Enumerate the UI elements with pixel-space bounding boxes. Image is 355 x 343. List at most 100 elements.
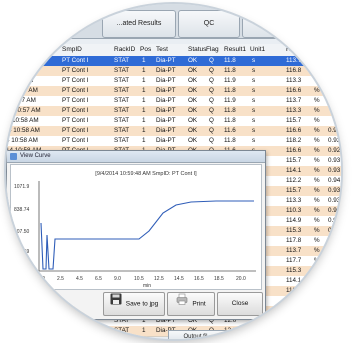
cell-test: Dia-PT [156, 127, 176, 134]
save-to-jpg-button[interactable]: Save to jpg [103, 292, 165, 316]
tab-calculated-results[interactable]: ...ated Results [102, 10, 176, 38]
tab-qc[interactable]: QC [178, 10, 240, 38]
cell-pos: 1 [142, 117, 146, 124]
cell-result: 114.9 [286, 307, 302, 314]
cell-smpid: PT Cont I [62, 57, 89, 64]
cell-extra: 0.94 [328, 177, 341, 184]
cell-unit1: s [252, 107, 256, 114]
cell-flag: Q [209, 97, 214, 104]
cell-smpid: PT Cont I [62, 117, 89, 124]
cell-unit1: s [252, 67, 256, 74]
cell-result: 117.7 [286, 257, 302, 264]
cell-unit1: s [252, 117, 256, 124]
cell-result1: 12.0 [224, 327, 237, 334]
col-result1[interactable]: Result1 [224, 46, 247, 53]
cell-result: 114.9 [286, 217, 302, 224]
cell-extra: 0.92 [328, 237, 341, 244]
cell-pos: 1 [142, 97, 146, 104]
cell-flag: Q [209, 87, 214, 94]
cell-time: 57 AM [20, 87, 38, 94]
x-tick: 12.5 [154, 276, 164, 282]
cell-unit1: s [252, 87, 256, 94]
cell-unit: % [314, 217, 320, 224]
y-tick: 144.20 [14, 267, 30, 273]
cell-result: 113.7 [286, 97, 302, 104]
cell-time: 57 AM [18, 97, 36, 104]
cell-result: 114.1 [286, 167, 302, 174]
window-icon [10, 153, 17, 160]
col-unit1[interactable]: Unit1 [250, 46, 266, 53]
cell-unit: % [314, 97, 320, 104]
cell-rack: STAT [114, 317, 130, 324]
close-label: Close [231, 300, 249, 307]
x-tick: 0.0 [38, 276, 45, 282]
cell-unit: % [314, 247, 320, 254]
cell-result: 115.3 [286, 267, 302, 274]
cell-unit: % [314, 227, 320, 234]
x-tick: 10.5 [134, 276, 144, 282]
cell-flag: Q [209, 57, 214, 64]
close-button[interactable]: Close [217, 292, 263, 316]
print-button[interactable]: Print [167, 292, 215, 316]
cell-pos: 1 [142, 67, 146, 74]
cell-status: OK [188, 127, 198, 134]
cell-result: 112.2 [286, 177, 302, 184]
col-result[interactable]: Result [286, 46, 305, 53]
cell-rack: STAT [114, 127, 130, 134]
col-smpid[interactable]: SmpID [62, 46, 82, 53]
cell-smpid: PT Cont I [62, 67, 89, 74]
table-row[interactable]: 57 AM PT Cont I STAT 1 Dia-PT OK Q 11.9 … [6, 96, 341, 107]
cell-extra: 0.93 [328, 217, 341, 224]
curve-plot: [9/4/2014 10:59:48 AM SmpID: PT Cont I] … [10, 164, 262, 290]
cell-extra: 0.93 [328, 197, 341, 204]
cell-rack: STAT [114, 77, 130, 84]
cell-unit: % [314, 317, 320, 324]
cell-result: 114.1 [286, 277, 302, 284]
cell-rack: STAT [114, 97, 130, 104]
cell-unit: % [314, 287, 320, 294]
cell-unit: % [314, 57, 320, 64]
cell-unit: % [314, 167, 320, 174]
cell-pos: 1 [142, 137, 146, 144]
cell-rack: STAT [114, 67, 130, 74]
cell-time: AM [28, 67, 38, 74]
cell-unit1: s [252, 77, 256, 84]
col-flag[interactable]: Flag [206, 46, 219, 53]
y-tick: 607.50 [14, 229, 30, 235]
cell-unit1: s [252, 127, 256, 134]
x-tick: 2.5 [57, 276, 64, 282]
cell-extra: 0.93 [328, 187, 341, 194]
col-rackid[interactable]: RackID [114, 46, 136, 53]
y-tick: 838.74 [14, 207, 30, 213]
cell-result: 112.9 [286, 317, 302, 324]
cell-time: 4 10:58 AM [6, 137, 38, 144]
cell-result1: 11.8 [224, 57, 236, 64]
cell-extra: 0.93 [328, 137, 341, 144]
print-label: Print [192, 300, 206, 308]
cell-status: OK [188, 67, 198, 74]
cell-test: Dia-PT [156, 87, 176, 94]
cell-test: Dia-PT [156, 107, 176, 114]
curve-svg: [9/4/2014 10:59:48 AM SmpID: PT Cont I] … [14, 171, 256, 289]
cell-flag: Q [209, 317, 214, 324]
output-file-tab[interactable]: Output fil... [168, 330, 228, 339]
cell-status: OK [188, 317, 198, 324]
cell-flag: Q [209, 107, 214, 114]
cell-unit: % [314, 127, 320, 134]
cell-test: Dia-PT [156, 317, 176, 324]
printer-icon [176, 293, 188, 315]
cell-rack: STAT [114, 87, 130, 94]
dialog-titlebar[interactable]: View Curve [7, 151, 265, 163]
col-pos[interactable]: Pos [140, 46, 152, 53]
x-axis-label: min [143, 283, 151, 289]
cell-pos: 1 [142, 57, 146, 64]
tab-calibration[interactable]: Calib [242, 10, 304, 38]
cell-time: AM [24, 77, 34, 84]
col-status[interactable]: Status [188, 46, 207, 53]
cell-extra: 0.93 [328, 127, 341, 134]
x-tick: 6.5 [95, 276, 102, 282]
cell-test: Dia-PT [156, 77, 176, 84]
col-test[interactable]: Test [156, 46, 168, 53]
cell-result: 116.6 [286, 147, 302, 154]
cell-result: 110.3 [286, 207, 302, 214]
